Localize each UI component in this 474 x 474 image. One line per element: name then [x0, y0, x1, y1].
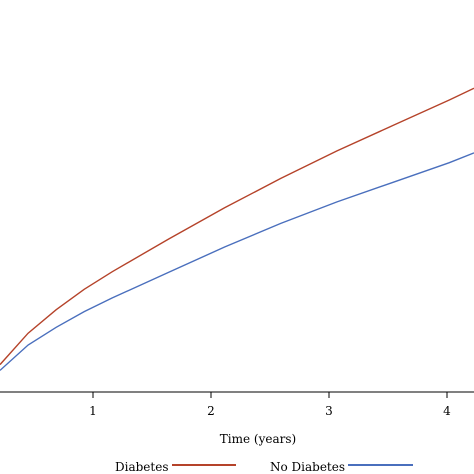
chart-axes: 1 2 3 4 Time (years): [0, 391, 474, 446]
x-axis-tick-labels: 1 2 3 4: [89, 404, 451, 418]
series-line-diabetes: [0, 87, 474, 366]
x-tick-label: 2: [207, 404, 215, 418]
legend: Diabetes No Diabetes: [115, 460, 413, 474]
series-line-no-diabetes: [0, 152, 474, 371]
x-tick-label: 4: [443, 404, 451, 418]
legend-label-no-diabetes: No Diabetes: [270, 460, 345, 474]
series-layer: [0, 87, 474, 371]
x-tick-label: 3: [325, 404, 333, 418]
x-tick-label: 1: [89, 404, 97, 418]
x-axis-ticks: [92, 392, 448, 398]
x-axis-title: Time (years): [220, 432, 296, 446]
legend-label-diabetes: Diabetes: [115, 460, 168, 474]
